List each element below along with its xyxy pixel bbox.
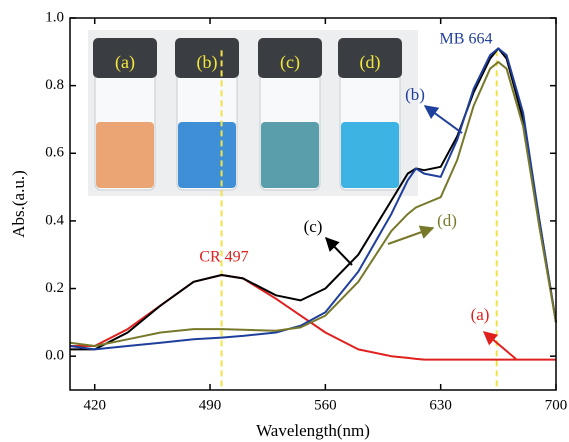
label-arrow — [326, 238, 352, 265]
x-tick-label: 700 — [545, 397, 568, 413]
x-tick-label: 490 — [199, 397, 222, 413]
x-tick-label: 630 — [429, 397, 452, 413]
annotation: MB 664 — [440, 31, 493, 48]
curve-label: (a) — [471, 305, 490, 324]
y-tick-label: 0.2 — [45, 280, 64, 296]
y-tick-label: 0.4 — [45, 212, 64, 228]
y-tick-label: 0.8 — [45, 77, 64, 93]
chart: Wavelength(nm) Abs.(a.u.) (a) (b) (c) (d) 4… — [0, 0, 569, 442]
inset-label: (a) — [115, 52, 135, 73]
curve-label: (d) — [437, 211, 457, 230]
y-tick-label: 1.0 — [45, 9, 64, 25]
label-arrow — [388, 228, 433, 244]
label-arrow — [425, 106, 462, 133]
y-axis-label: Abs.(a.u.) — [9, 170, 28, 238]
inset-label: (d) — [360, 52, 381, 73]
vial-liquid — [341, 122, 399, 188]
inset-photo: (a) (b) (c) (d) — [88, 30, 418, 196]
x-tick-label: 560 — [314, 397, 337, 413]
x-axis-label: Wavelength(nm) — [256, 421, 370, 440]
label-arrow — [484, 332, 516, 359]
annotation: CR 497 — [199, 249, 248, 266]
curve-label: (c) — [304, 217, 323, 236]
vial-liquid — [178, 122, 236, 188]
y-tick-label: 0.6 — [45, 145, 64, 161]
curve-label: (b) — [405, 85, 425, 104]
x-tick-label: 420 — [83, 397, 106, 413]
inset-label: (c) — [280, 52, 300, 73]
vial-liquid — [261, 122, 319, 188]
inset-label: (b) — [197, 52, 218, 73]
y-tick-label: 0.0 — [45, 348, 64, 364]
vial-liquid — [96, 122, 154, 188]
